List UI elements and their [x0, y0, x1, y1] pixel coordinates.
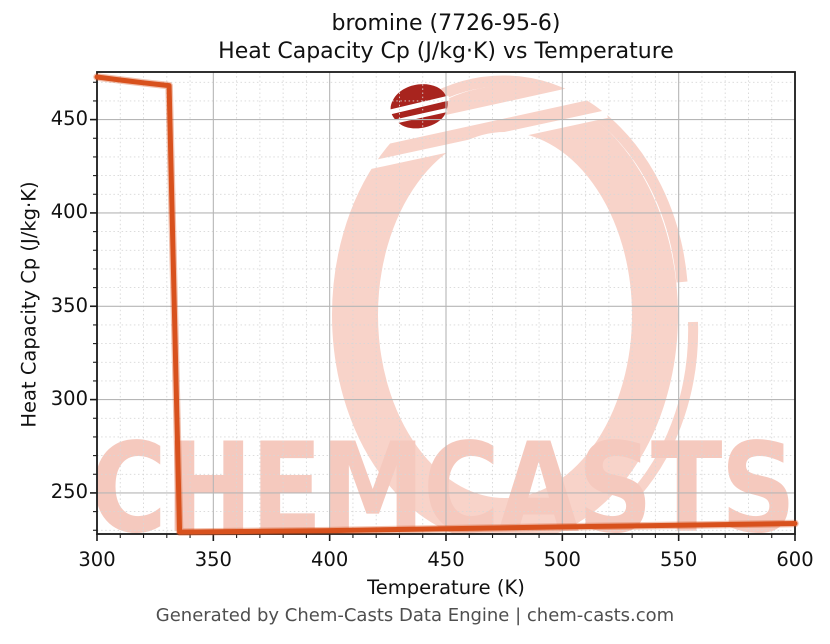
- x-tick-label: 400: [311, 548, 349, 571]
- x-axis-label: Temperature (K): [367, 576, 525, 599]
- y-tick-label: 300: [50, 387, 88, 411]
- y-tick-label: 350: [50, 293, 88, 317]
- cp-data-line: [94, 74, 798, 535]
- chart-subtitle: Heat Capacity Cp (J/kg·K) vs Temperature: [218, 39, 674, 64]
- x-tick-label: 300: [78, 548, 116, 571]
- watermark-logo: CHEMCASTS: [90, 74, 795, 561]
- x-tick-label: 600: [776, 548, 814, 571]
- chart-title: bromine (7726-95-6): [331, 11, 561, 36]
- plot-area: CHEMCASTS: [90, 70, 799, 541]
- x-tick-label: 500: [543, 548, 581, 571]
- x-tick-label: 550: [660, 548, 698, 571]
- y-tick-label: 450: [50, 107, 88, 131]
- y-tick-label: 250: [50, 480, 88, 504]
- y-tick-label: 400: [50, 200, 88, 224]
- watermark-text: CHEMCASTS: [90, 416, 794, 561]
- x-tick-label: 450: [427, 548, 465, 571]
- x-tick-label: 350: [194, 548, 232, 571]
- footer-credit: Generated by Chem-Casts Data Engine | ch…: [155, 605, 675, 626]
